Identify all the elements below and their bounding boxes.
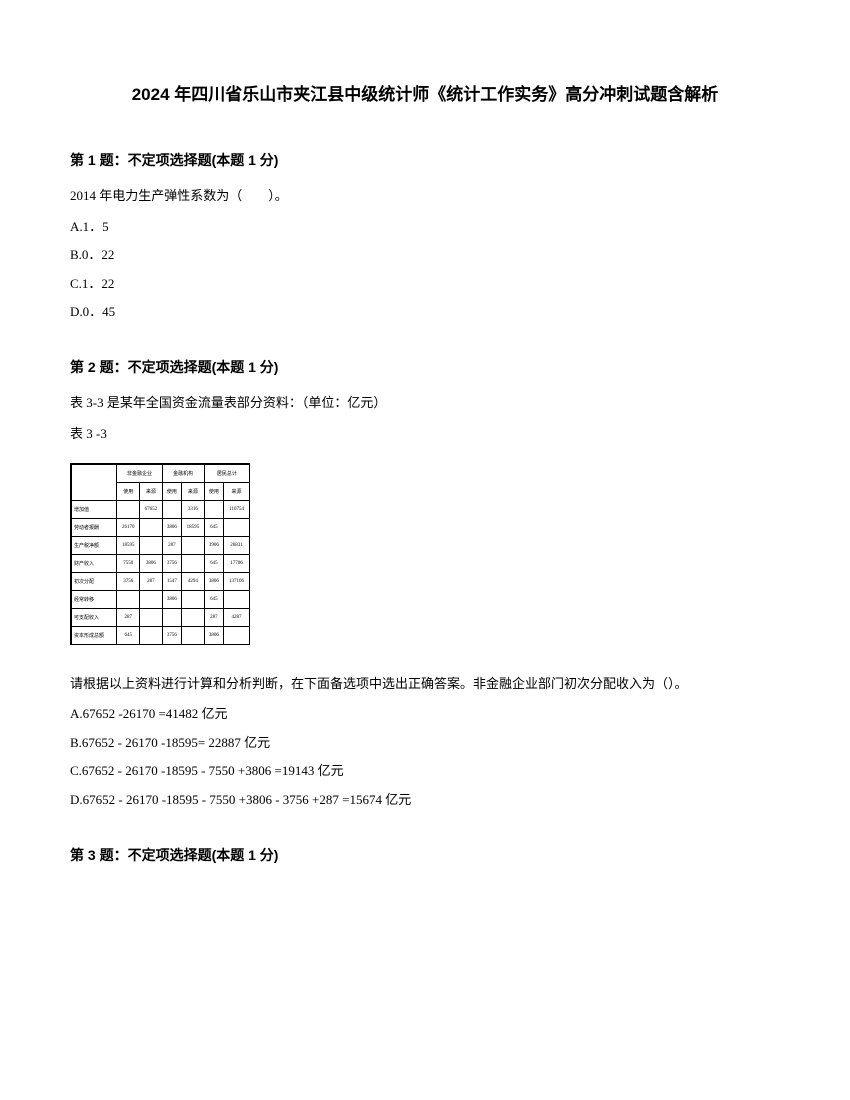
- q2-option-c: C.67652 - 26170 -18595 - 7550 +3806 =191…: [70, 757, 780, 786]
- q1-option-d: D.0．45: [70, 298, 780, 327]
- funds-table: 非金融企业 金融机构 居民总计 使用 来源 使用 来源 使用 来源 增加值 67…: [70, 463, 250, 645]
- question-2: 第 2 题：不定项选择题(本题 1 分) 表 3-3 是某年全国资金流量表部分资…: [70, 357, 780, 815]
- q1-option-a: A.1．5: [70, 213, 780, 242]
- question-1: 第 1 题：不定项选择题(本题 1 分) 2014 年电力生产弹性系数为（ ）。…: [70, 150, 780, 327]
- q2-option-a: A.67652 -26170 =41482 亿元: [70, 700, 780, 729]
- document-title: 2024 年四川省乐山市夹江县中级统计师《统计工作实务》高分冲刺试题含解析: [70, 80, 780, 105]
- question-3: 第 3 题：不定项选择题(本题 1 分): [70, 845, 780, 865]
- q1-text: 2014 年电力生产弹性系数为（ ）。: [70, 182, 780, 211]
- q2-text1: 表 3-3 是某年全国资金流量表部分资料：（单位：亿元）: [70, 389, 780, 418]
- q1-header: 第 1 题：不定项选择题(本题 1 分): [70, 150, 780, 170]
- q1-option-b: B.0．22: [70, 241, 780, 270]
- q1-option-c: C.1．22: [70, 270, 780, 299]
- q2-option-b: B.67652 - 26170 -18595= 22887 亿元: [70, 729, 780, 758]
- q2-text3: 请根据以上资料进行计算和分析判断，在下面备选项中选出正确答案。非金融企业部门初次…: [70, 670, 780, 699]
- q2-text2: 表 3 -3: [70, 420, 780, 449]
- q3-header: 第 3 题：不定项选择题(本题 1 分): [70, 845, 780, 865]
- q2-option-d: D.67652 - 26170 -18595 - 7550 +3806 - 37…: [70, 786, 780, 815]
- q2-header: 第 2 题：不定项选择题(本题 1 分): [70, 357, 780, 377]
